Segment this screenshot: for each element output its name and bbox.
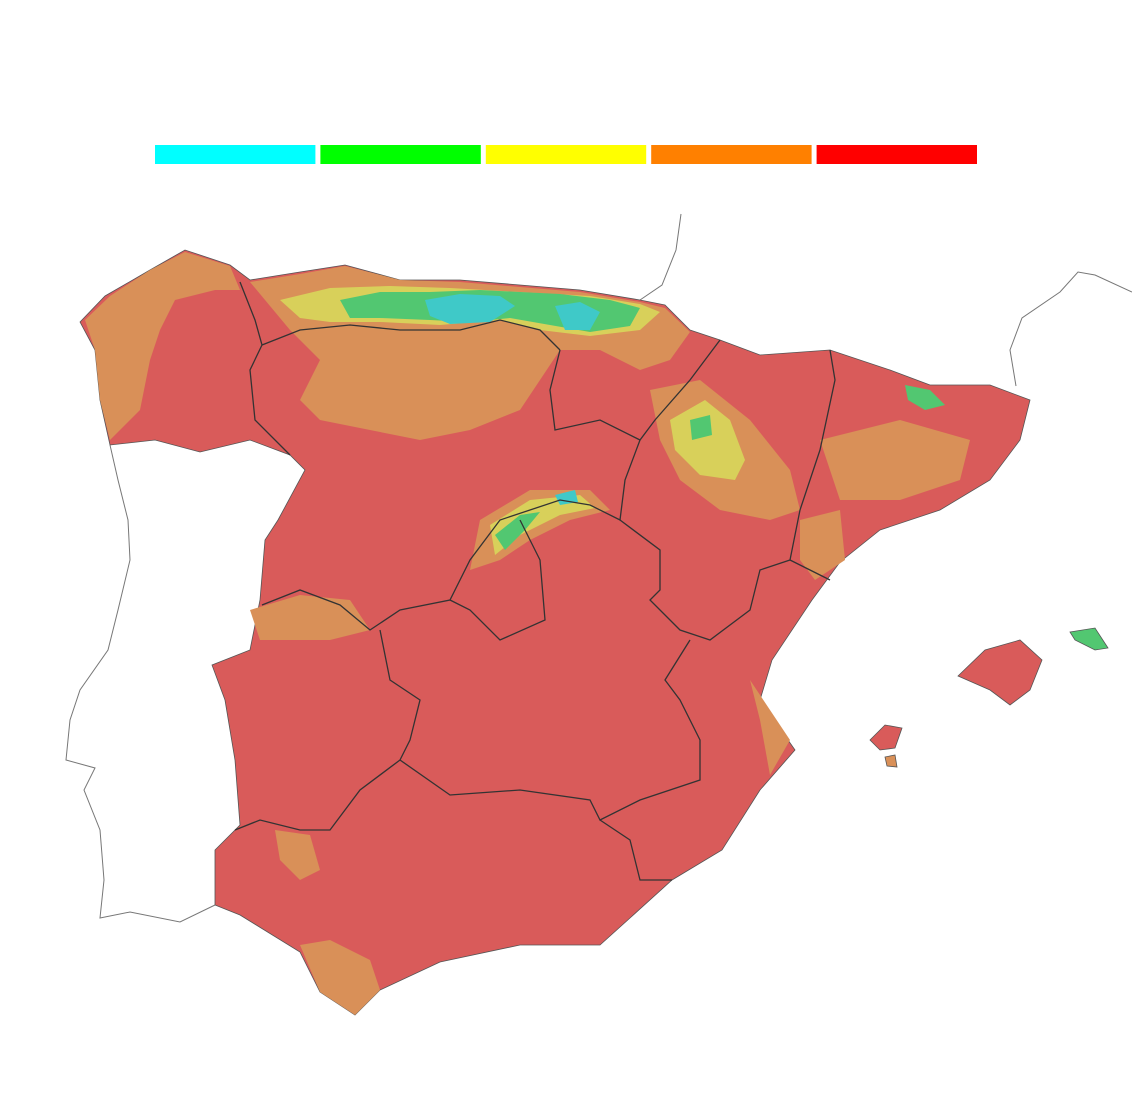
ibiza	[869, 724, 903, 751]
mainland	[79, 249, 1031, 1016]
menorca	[1069, 627, 1109, 651]
legend-swatch	[485, 145, 647, 164]
legend-swatch	[816, 145, 977, 164]
legend	[155, 145, 977, 164]
legend-swatch	[320, 145, 481, 164]
portugal-outline	[65, 444, 216, 923]
legend-swatch	[155, 145, 316, 164]
france-outline	[639, 213, 682, 301]
france-outline	[1009, 271, 1132, 387]
map-patches	[85, 252, 970, 1015]
region-borders	[234, 281, 836, 881]
mallorca	[957, 639, 1043, 706]
legend-swatch	[651, 145, 812, 164]
formentera	[884, 754, 898, 768]
